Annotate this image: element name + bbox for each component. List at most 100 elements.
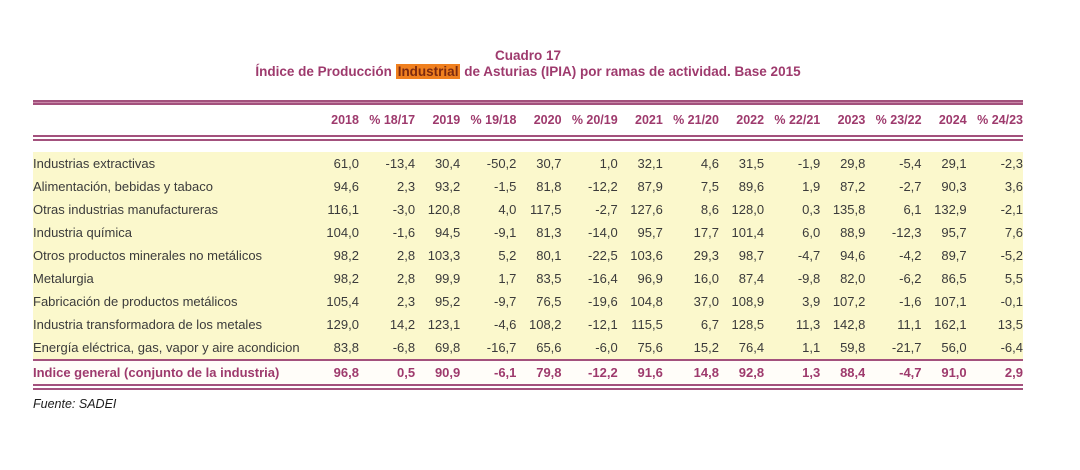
cell-value: -19,6: [561, 290, 618, 313]
cell-value: -1,6: [865, 290, 922, 313]
cell-value: 128,0: [718, 198, 765, 221]
table-row: Fabricación de productos metálicos 105,4 2…: [33, 290, 1023, 313]
column-header: 2023: [820, 105, 866, 141]
cell-value: 75,6: [617, 336, 663, 360]
total-cell-value: 91,0: [921, 359, 967, 390]
cell-value: 7,5: [662, 175, 719, 198]
cell-value: -0,1: [966, 290, 1023, 313]
column-header: 2018: [313, 105, 359, 141]
cell-value: 13,5: [966, 313, 1023, 336]
page-title: Índice de Producción Industrial de Astur…: [33, 64, 1023, 80]
total-row: Indice general (conjunto de la industria…: [33, 359, 1023, 390]
highlighted-term: Industrial: [395, 64, 461, 79]
cell-value: 4,0: [460, 198, 517, 221]
cell-value: 101,4: [718, 221, 765, 244]
cell-value: 5,5: [966, 267, 1023, 290]
cell-value: 107,1: [921, 290, 967, 313]
cell-value: 120,8: [415, 198, 461, 221]
cell-value: 88,9: [820, 221, 866, 244]
cell-value: 104,0: [313, 221, 359, 244]
cell-value: 128,5: [718, 313, 765, 336]
cell-value: 129,0: [313, 313, 359, 336]
cell-value: 4,6: [662, 152, 719, 175]
cell-value: 31,5: [718, 152, 765, 175]
cell-value: -6,2: [865, 267, 922, 290]
cell-value: -2,3: [966, 152, 1023, 175]
column-header: % 24/23: [966, 105, 1023, 141]
cell-value: -6,8: [358, 336, 416, 360]
table-row: Otros productos minerales no metálicos 98…: [33, 244, 1023, 267]
cell-value: 103,3: [415, 244, 461, 267]
cell-value: -12,1: [561, 313, 618, 336]
column-header: % 22/21: [764, 105, 821, 141]
cell-value: -6,4: [966, 336, 1023, 360]
cell-value: 162,1: [921, 313, 967, 336]
row-label: Metalurgia: [33, 267, 314, 290]
cell-value: 93,2: [415, 175, 461, 198]
ipia-table: 2018% 18/17 2019% 19/18 2020% 20/19 2021% 2…: [33, 105, 1023, 390]
cell-value: 59,8: [820, 336, 866, 360]
cell-value: 83,8: [313, 336, 359, 360]
cell-value: 29,8: [820, 152, 866, 175]
title-post: de Asturias (IPIA) por ramas de activida…: [460, 64, 801, 79]
cell-value: 89,7: [921, 244, 967, 267]
total-cell-value: 79,8: [516, 359, 562, 390]
cell-value: -4,7: [764, 244, 821, 267]
cell-value: 7,6: [966, 221, 1023, 244]
cell-value: 81,8: [516, 175, 562, 198]
row-label-header: [33, 105, 314, 141]
cell-value: 5,2: [460, 244, 517, 267]
cell-value: 2,8: [358, 267, 416, 290]
cell-value: 135,8: [820, 198, 866, 221]
cell-value: -22,5: [561, 244, 618, 267]
cell-value: 87,2: [820, 175, 866, 198]
cell-value: 3,6: [966, 175, 1023, 198]
cell-value: 56,0: [921, 336, 967, 360]
cell-value: 1,7: [460, 267, 517, 290]
cell-value: 94,5: [415, 221, 461, 244]
cell-value: 98,7: [718, 244, 765, 267]
cell-value: 14,2: [358, 313, 416, 336]
cell-value: -1,5: [460, 175, 517, 198]
cell-value: -4,6: [460, 313, 517, 336]
cell-value: 87,9: [617, 175, 663, 198]
table-row: Alimentación, bebidas y tabaco 94,6 2,3 93,…: [33, 175, 1023, 198]
cell-value: 98,2: [313, 267, 359, 290]
cell-value: 65,6: [516, 336, 562, 360]
total-row-label: Indice general (conjunto de la industria…: [33, 359, 314, 390]
cell-value: 8,6: [662, 198, 719, 221]
column-header: 2022: [718, 105, 765, 141]
column-header: 2024: [921, 105, 967, 141]
cell-value: -9,1: [460, 221, 517, 244]
cell-value: -12,2: [561, 175, 618, 198]
cell-value: -14,0: [561, 221, 618, 244]
table-row: Industrias extractivas 61,0 -13,4 30,4 -50,2…: [33, 152, 1023, 175]
title-block: Cuadro 17 Índice de Producción Industria…: [33, 48, 1023, 80]
cell-value: 98,2: [313, 244, 359, 267]
cell-value: 1,0: [561, 152, 618, 175]
column-header: 2020: [516, 105, 562, 141]
cell-value: 30,7: [516, 152, 562, 175]
cell-value: 87,4: [718, 267, 765, 290]
cell-value: 61,0: [313, 152, 359, 175]
total-cell-value: 88,4: [820, 359, 866, 390]
cell-value: -6,0: [561, 336, 618, 360]
table-content: Cuadro 17 Índice de Producción Industria…: [33, 0, 1023, 411]
cell-value: -13,4: [358, 152, 416, 175]
cell-value: 83,5: [516, 267, 562, 290]
cell-value: -5,2: [966, 244, 1023, 267]
cell-value: -50,2: [460, 152, 517, 175]
cell-value: 1,1: [764, 336, 821, 360]
table-header: 2018% 18/17 2019% 19/18 2020% 20/19 2021% 2…: [33, 105, 1023, 141]
row-label: Energía eléctrica, gas, vapor y aire aco…: [33, 336, 314, 360]
total-cell-value: -6,1: [460, 359, 517, 390]
total-cell-value: 92,8: [718, 359, 765, 390]
column-header: % 20/19: [561, 105, 618, 141]
cell-value: -4,2: [865, 244, 922, 267]
column-header: % 19/18: [460, 105, 517, 141]
cell-value: 2,8: [358, 244, 416, 267]
cell-value: -2,7: [865, 175, 922, 198]
column-header: % 23/22: [865, 105, 922, 141]
cell-value: 17,7: [662, 221, 719, 244]
